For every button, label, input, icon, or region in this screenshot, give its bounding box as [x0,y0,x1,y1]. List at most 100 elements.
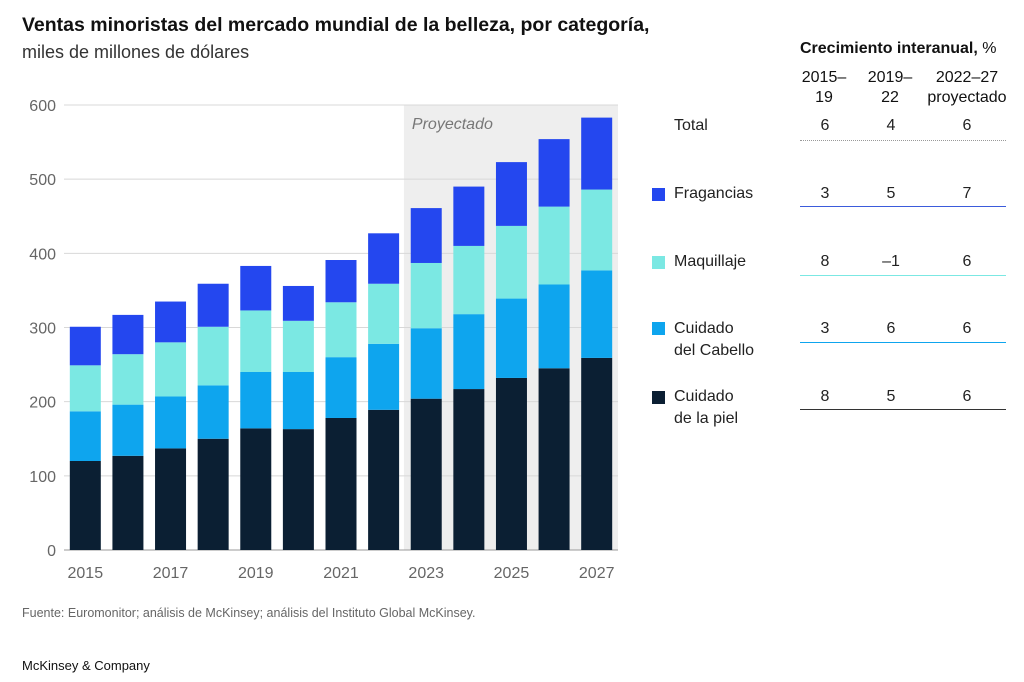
bar-segment [453,314,485,390]
growth-row-fragancias-value-1: 3 [820,185,830,202]
growth-row-fragancias-label-line1: Fragancias [674,185,754,202]
bar-segment [197,438,229,550]
growth-col-header-2-line1: 2019– [867,69,913,86]
y-tick-label: 0 [47,543,56,560]
growth-row-cabello-value-2: 6 [886,320,896,337]
bar-segment [495,162,527,226]
growth-row-maquillaje-value-1: 8 [820,253,830,270]
legend-swatch-maquillaje [652,256,665,269]
bar-segment [453,245,485,315]
growth-row-piel-label-line1: Cuidado [674,388,734,405]
growth-row-fragancias-rule [800,206,1006,207]
growth-row-fragancias-value-3: 7 [962,185,972,202]
growth-title-unit: % [982,40,997,57]
x-tick-label: 2019 [238,565,274,582]
bar-segment [368,409,400,550]
growth-row-maquillaje-label: Maquillaje [674,251,746,273]
growth-row-piel-value-2: 5 [886,388,896,405]
y-tick-label: 200 [29,395,56,412]
growth-col-header-1-line2: 19 [815,89,833,106]
growth-row-fragancias-value-2: 5 [886,185,896,202]
bar-segment [325,417,357,550]
bar-segment [453,186,485,246]
growth-row-maquillaje-label-line1: Maquillaje [674,253,747,270]
growth-col-header-3-line2: proyectado [927,89,1007,106]
bar-segment [155,342,187,397]
bar-segment [325,260,357,303]
growth-row-piel-label: Cuidado de la piel [674,386,738,430]
y-tick-label: 500 [29,172,56,189]
growth-col-header-1-line1: 2015– [801,69,847,86]
y-tick-label: 600 [29,98,56,115]
bar-segment [410,208,442,263]
growth-row-piel-label-line2: de la piel [674,410,739,427]
legend-swatch-cuidado-del-cabello [652,322,665,335]
bar-segment [368,283,400,344]
x-tick-label: 2021 [323,565,359,582]
bar-segment [581,270,613,358]
growth-row-total-rule [800,140,1006,141]
bar-segment [69,461,101,550]
bar-segment [325,302,357,358]
x-tick-label: 2025 [494,565,530,582]
bar-segment [282,372,314,430]
bar-segment [69,411,101,461]
growth-row-total-value-2: 4 [886,117,896,134]
bar-segment [155,301,187,343]
bar-segment [282,320,314,372]
growth-row-cabello-value-3: 6 [962,320,972,337]
growth-title-bold: Crecimiento interanual, [800,40,978,57]
growth-table-title: Crecimiento interanual, % [800,40,997,58]
growth-row-cabello-value-1: 3 [820,320,830,337]
bar-segment [581,357,613,550]
bar-segment [410,262,442,329]
bar-segment [495,225,527,299]
growth-row-maquillaje-rule [800,275,1006,276]
growth-row-cabello-label: Cuidado del Cabello [674,318,754,362]
growth-col-header-3-line1: 2022–27 [935,69,999,86]
bar-segment [69,365,101,412]
bar-segment [368,233,400,284]
chart-subtitle: miles de millones de dólares [22,42,250,62]
growth-row-piel-rule [800,409,1006,410]
source-note: Fuente: Euromonitor; análisis de McKinse… [22,606,476,620]
bar-segment [495,298,527,378]
chart-title: Ventas minoristas del mercado mundial de… [22,14,650,36]
bar-segment [240,428,272,550]
bar-segment [495,377,527,550]
x-tick-label: 2027 [579,565,615,582]
bar-segment [453,389,485,550]
growth-row-cabello-label-line1: Cuidado [674,320,734,337]
growth-row-piel-value-3: 6 [962,388,972,405]
growth-col-header-1: 2015– 19 [796,68,852,108]
bar-segment [325,357,357,418]
bar-segment [155,448,187,550]
legend-swatch-cuidado-de-la-piel [652,391,665,404]
y-tick-label: 300 [29,321,56,338]
x-tick-label: 2023 [408,565,444,582]
bar-segment [282,285,314,321]
growth-row-maquillaje-value-2: –1 [882,253,900,270]
bar-segment [240,265,272,311]
growth-row-cabello-rule [800,342,1006,343]
x-tick-label: 2017 [153,565,189,582]
growth-row-total-label: Total [674,115,708,137]
bar-segment [112,314,144,355]
growth-row-cabello-label-line2: del Cabello [674,342,755,359]
bar-segment [240,372,272,429]
bar-segment [538,368,570,550]
stacked-bar-chart: Proyectado 0 100 200 300 400 500 600 2015 2017 201… [29,98,618,582]
bar-segment [197,283,229,327]
growth-row-total-value-1: 6 [820,117,830,134]
bar-segment [197,326,229,386]
brand-logo-text: McKinsey & Company [22,658,150,673]
projected-label: Proyectado [412,116,493,133]
bar-segment [538,139,570,207]
bar-segment [240,310,272,372]
bar-segment [112,455,144,550]
bar-segment [410,398,442,550]
growth-row-total-label-line1: Total [674,117,708,134]
bar-segment [538,206,570,285]
bar-segment [410,328,442,399]
growth-row-piel-value-1: 8 [820,388,830,405]
